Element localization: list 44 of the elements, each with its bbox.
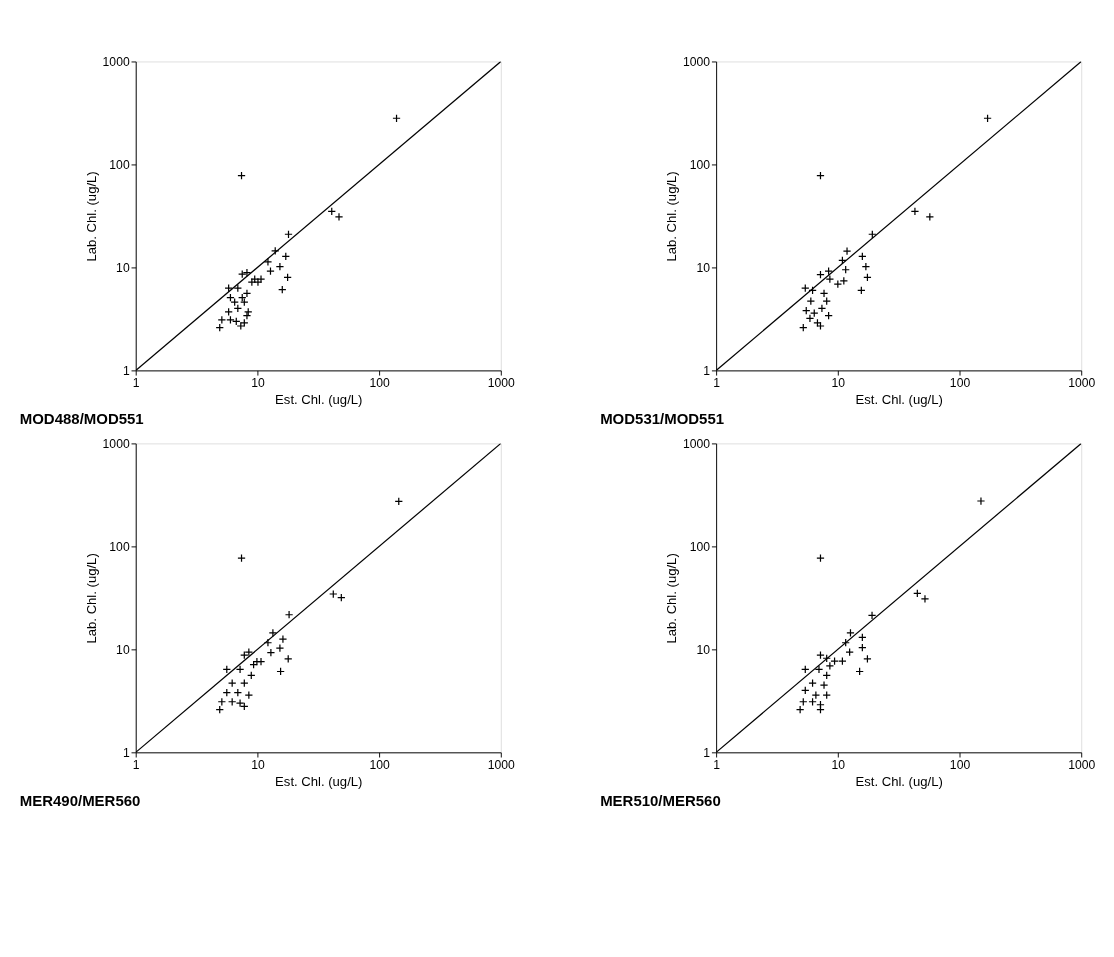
x-tick-label: 10	[251, 757, 265, 772]
text: MER510/MER560	[600, 791, 721, 809]
x-tick-label: 100	[949, 757, 971, 772]
x-tick-label: 1	[132, 375, 140, 390]
y-tick-label: 1000	[102, 54, 130, 69]
x-tick-label: 1000	[487, 757, 516, 772]
y-axis-title: Lab. Chl. (ug/L)	[84, 171, 100, 262]
x-tick-label: 10	[831, 375, 846, 390]
x-tick-label: 100	[949, 375, 971, 390]
x-axis-title: Est. Chl. (ug/L)	[275, 391, 363, 407]
x-tick-label: 100	[369, 757, 390, 772]
text: MOD488/MOD551	[19, 409, 144, 427]
y-tick-label: 1	[703, 363, 711, 378]
y-tick-label: 100	[689, 539, 711, 554]
x-axis-title: Est. Chl. (ug/L)	[275, 773, 363, 789]
y-tick-label: 1	[703, 745, 711, 760]
y-tick-label: 1000	[683, 54, 711, 69]
y-tick-label: 100	[109, 539, 130, 554]
text: MOD531/MOD551	[600, 409, 725, 427]
y-tick-label: 10	[696, 642, 711, 657]
x-tick-label: 1000	[1068, 375, 1096, 390]
x-tick-label: 1000	[1068, 757, 1096, 772]
x-tick-label: 1	[713, 375, 721, 390]
text: MER490/MER560	[19, 791, 141, 809]
x-tick-label: 10	[251, 375, 265, 390]
y-tick-label: 1	[122, 363, 130, 378]
x-axis-title: Est. Chl. (ug/L)	[855, 391, 943, 407]
y-tick-label: 10	[116, 260, 130, 275]
y-axis-title: Lab. Chl. (ug/L)	[664, 171, 680, 262]
y-axis-title: Lab. Chl. (ug/L)	[84, 553, 100, 644]
x-tick-label: 1000	[487, 375, 516, 390]
y-tick-label: 1000	[102, 436, 130, 451]
x-tick-label: 1	[713, 757, 721, 772]
y-tick-label: 1	[122, 745, 130, 760]
y-tick-label: 1000	[683, 436, 711, 451]
x-tick-label: 100	[369, 375, 390, 390]
x-axis-title: Est. Chl. (ug/L)	[855, 773, 943, 789]
y-axis-title: Lab. Chl. (ug/L)	[664, 553, 680, 644]
y-tick-label: 100	[689, 157, 711, 172]
y-tick-label: 10	[696, 260, 711, 275]
x-tick-label: 1	[132, 757, 140, 772]
x-tick-label: 10	[831, 757, 846, 772]
y-tick-label: 10	[116, 642, 130, 657]
y-tick-label: 100	[109, 157, 130, 172]
